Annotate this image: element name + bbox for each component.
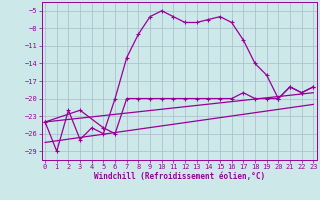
X-axis label: Windchill (Refroidissement éolien,°C): Windchill (Refroidissement éolien,°C) <box>94 172 265 181</box>
